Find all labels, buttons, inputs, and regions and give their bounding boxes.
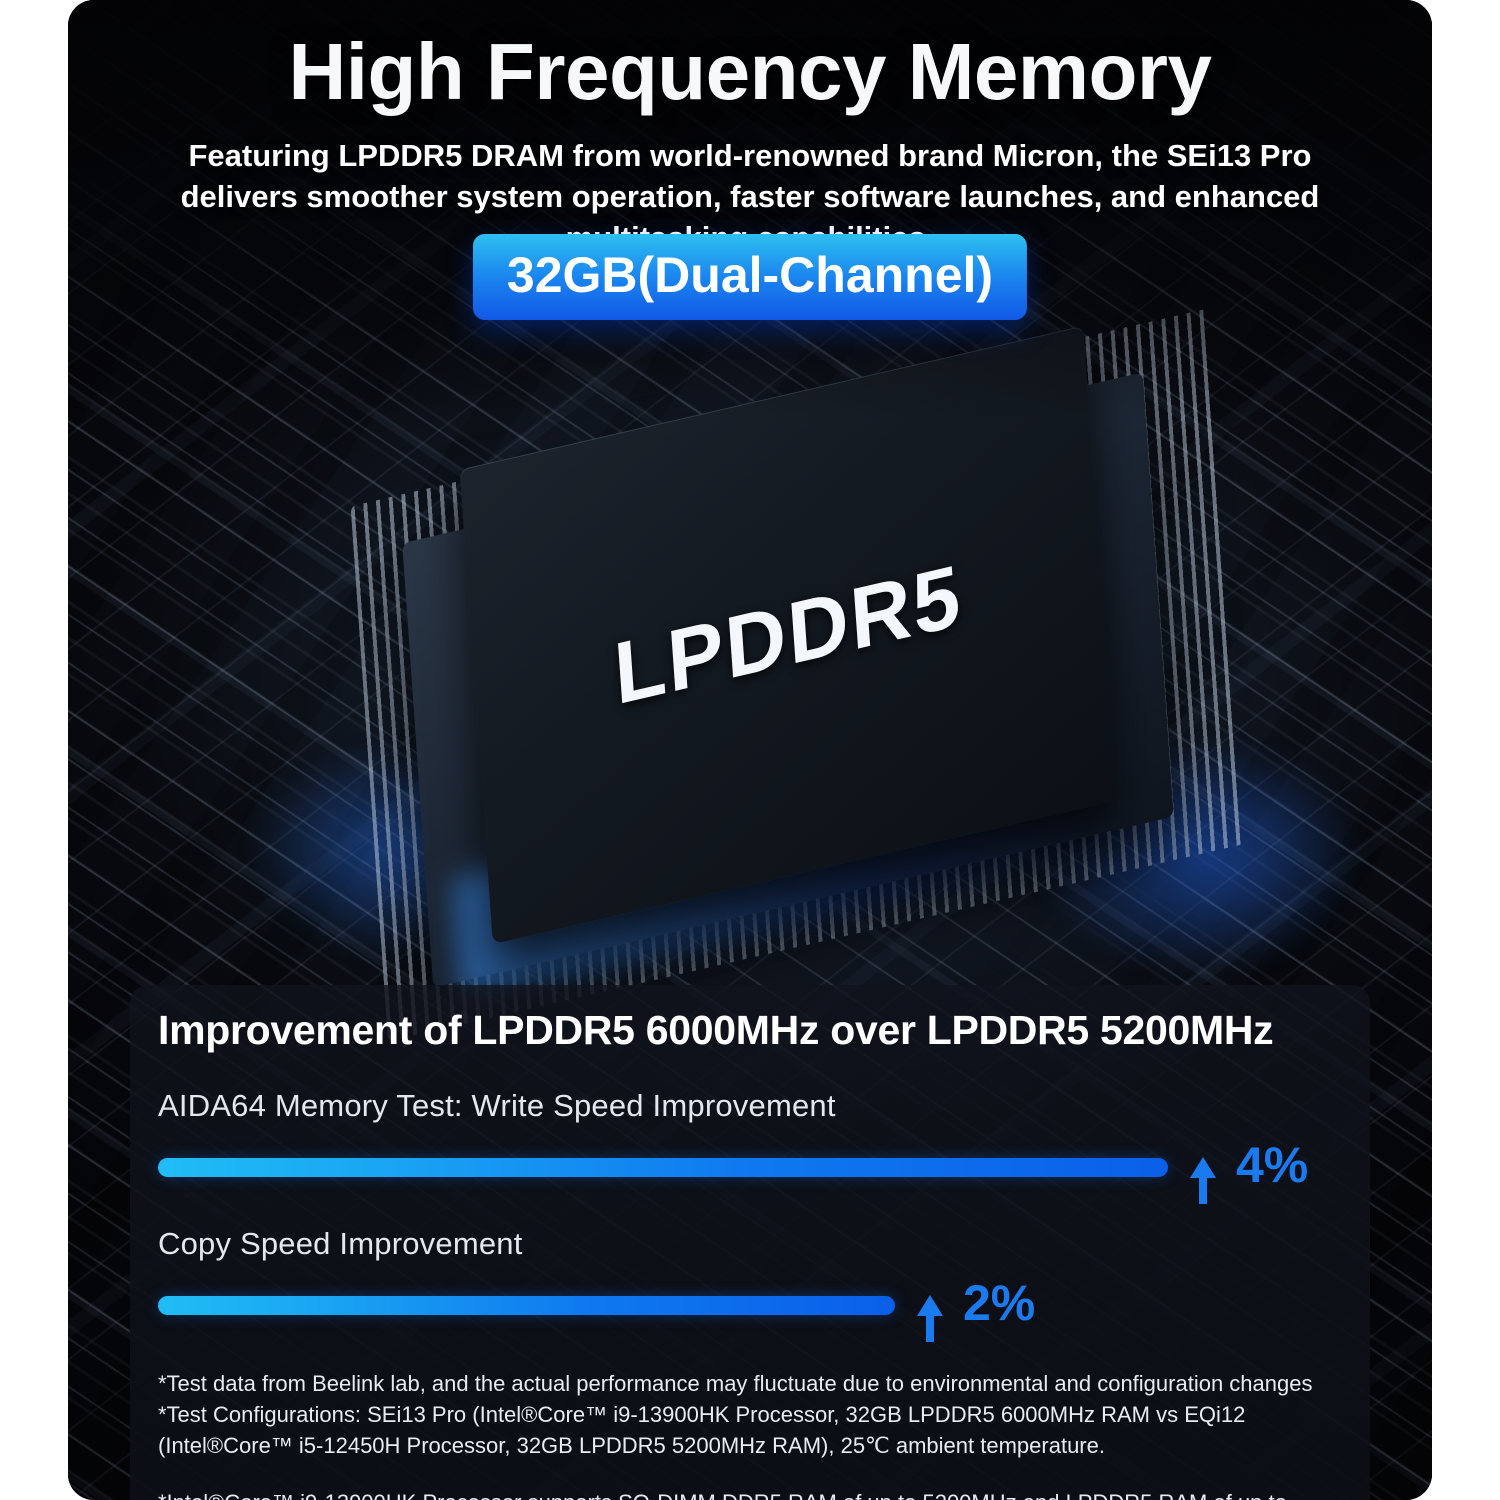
metric-value: 4% xyxy=(1236,1137,1309,1193)
metric-bar-row: 2% xyxy=(158,1275,1342,1342)
footnote-test-config: *Test data from Beelink lab, and the act… xyxy=(158,1371,1313,1458)
footnotes: *Test data from Beelink lab, and the act… xyxy=(158,1368,1342,1500)
progress-bar xyxy=(158,1295,895,1315)
page-title: High Frequency Memory xyxy=(288,27,1212,116)
metric-label: Copy Speed Improvement xyxy=(158,1226,523,1261)
capacity-badge: 32GB(Dual-Channel) xyxy=(472,234,1028,320)
benchmark-panel-title: Improvement of LPDDR5 6000MHz over LPDDR… xyxy=(158,1007,1274,1053)
progress-bar xyxy=(158,1157,1168,1177)
metric-value: 2% xyxy=(963,1275,1036,1331)
benchmark-panel: Improvement of LPDDR5 6000MHz over LPDDR… xyxy=(130,985,1370,1500)
metric-row: AIDA64 Memory Test: Write Speed Improvem… xyxy=(158,1088,1342,1204)
top-shade-overlay xyxy=(68,0,1432,420)
arrow-up-icon xyxy=(917,1294,943,1342)
product-feature-card: LPDDR5 High Frequency Memory Featuring L… xyxy=(68,0,1432,1500)
arrow-up-icon xyxy=(1190,1156,1216,1204)
metric-bar-row: 4% xyxy=(158,1137,1342,1204)
footnote-intel-spec: *Intel®Core™ i9-13900HK Processor suppor… xyxy=(158,1487,1342,1500)
metric-row: Copy Speed Improvement 2% xyxy=(158,1226,1342,1342)
metric-label: AIDA64 Memory Test: Write Speed Improvem… xyxy=(158,1088,836,1123)
